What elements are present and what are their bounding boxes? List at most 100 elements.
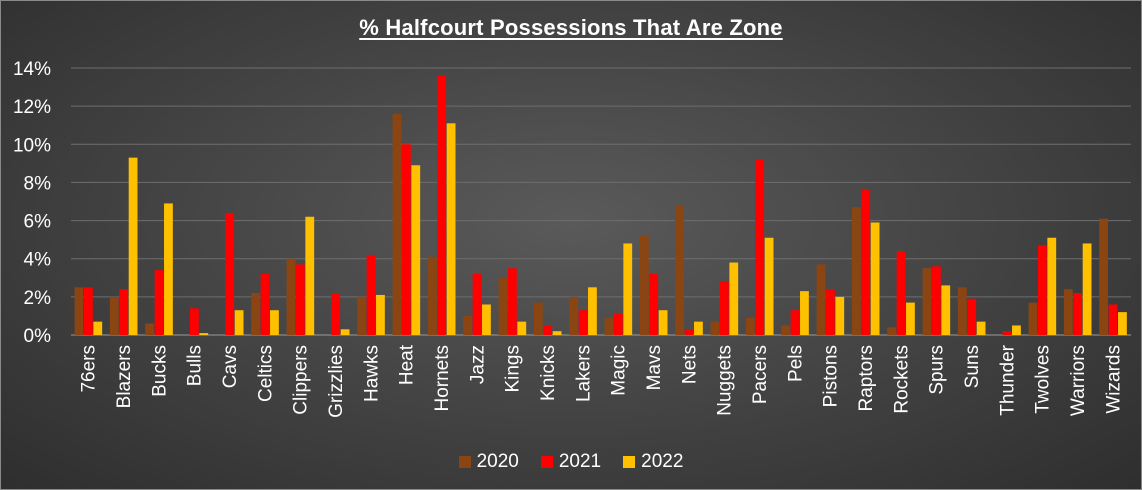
bar-2021-76ers (83, 287, 93, 335)
x-tick-label: Kings (503, 345, 524, 393)
bar-2022-lakers (588, 287, 597, 335)
bar-2022-warriors (1082, 243, 1092, 335)
bar-2020-kings (498, 277, 508, 335)
bar-2022-magic (623, 243, 633, 335)
bar-2022-heat (411, 165, 421, 335)
bar-2020-warriors (1063, 289, 1073, 335)
bar-2020-hornets (427, 256, 437, 335)
y-tick-label: 4% (24, 250, 52, 271)
x-tick-label: Hornets (432, 345, 453, 412)
bar-2021-pistons (825, 289, 835, 335)
x-tick-label: Pels (785, 345, 806, 382)
bar-2022-wizards (1118, 312, 1127, 335)
x-tick-label: Twolves (1033, 345, 1054, 414)
x-tick-label: Hawks (361, 345, 382, 402)
bar-2022-nuggets (729, 262, 739, 335)
legend-label: 2021 (558, 451, 602, 472)
bar-2022-bucks (164, 203, 173, 335)
bar-2021-mavs (649, 273, 659, 335)
bar-2020-pels (781, 325, 791, 335)
bar-2020-lakers (569, 296, 579, 335)
bar-2022-mavs (658, 310, 668, 335)
y-tick-label: 10% (13, 135, 51, 156)
bar-2020-jazz (463, 315, 473, 335)
bar-2020-clippers (286, 258, 296, 335)
x-tick-label: Heat (397, 344, 418, 385)
x-tick-label: Warriors (1068, 345, 1089, 416)
bar-2021-blazers (119, 289, 129, 335)
bar-2021-pels (790, 310, 800, 335)
x-tick-label: Wizards (1103, 345, 1124, 414)
bar-2022-suns (976, 321, 986, 335)
bar-2020-rockets (887, 327, 897, 335)
x-tick-label: Nuggets (715, 345, 736, 416)
x-tick-label: Nets (679, 345, 700, 384)
y-tick-label: 8% (24, 173, 52, 194)
bar-2020-bucks (145, 323, 155, 335)
bar-2021-thunder (1002, 331, 1012, 335)
bar-2022-twolves (1047, 237, 1057, 335)
bar-2020-spurs (922, 268, 932, 335)
bar-2021-hawks (366, 254, 376, 335)
x-tick-label: Celtics (255, 345, 276, 402)
bar-2020-twolves (1028, 302, 1038, 335)
bar-2021-spurs (931, 266, 941, 335)
bar-2022-pels (800, 291, 809, 335)
x-tick-label: Spurs (927, 345, 948, 395)
x-tick-label: Pistons (821, 345, 842, 407)
x-tick-label: Blazers (114, 345, 135, 408)
x-tick-label: Lakers (573, 345, 594, 402)
y-tick-label: 12% (13, 97, 51, 118)
x-tick-label: 76ers (79, 345, 100, 393)
bar-2022-cavs (234, 310, 244, 335)
x-tick-label: Clippers (291, 345, 312, 415)
x-tick-label: Rockets (891, 345, 912, 414)
bar-2021-bulls (189, 308, 199, 335)
x-tick-label: Magic (609, 345, 630, 396)
bar-2021-nets (684, 329, 694, 335)
bar-2020-magic (604, 317, 614, 335)
x-tick-label: Thunder (997, 344, 1018, 415)
bar-2022-blazers (128, 157, 138, 335)
bar-2021-lakers (578, 310, 588, 335)
bar-2021-rockets (896, 251, 906, 335)
bar-2022-celtics (270, 310, 279, 335)
bar-2020-76ers (74, 287, 84, 335)
bar-2021-heat (401, 144, 411, 335)
bar-2022-grizzlies (340, 329, 350, 335)
bar-2022-nets (694, 321, 703, 335)
bar-2020-pistons (816, 264, 826, 335)
x-tick-label: Mavs (644, 345, 665, 390)
x-tick-label: Pacers (750, 345, 771, 404)
bar-2022-jazz (482, 304, 491, 335)
x-tick-label: Grizzlies (326, 345, 347, 418)
bar-2022-raptors (870, 222, 880, 335)
bar-2021-celtics (260, 273, 270, 335)
bar-2020-hawks (357, 296, 367, 335)
bar-2021-kings (507, 268, 517, 335)
bar-2022-clippers (305, 216, 315, 335)
bar-2022-hornets (446, 123, 456, 335)
x-tick-label: Cavs (220, 345, 241, 388)
legend-label: 2022 (641, 451, 684, 472)
legend-item-2022: 2022 (623, 451, 683, 473)
bar-2021-pacers (755, 159, 765, 335)
chart-title: % Halfcourt Possessions That Are Zone (359, 15, 783, 40)
bar-2022-thunder (1012, 325, 1021, 335)
bar-2020-blazers (109, 296, 119, 335)
bar-2021-bucks (154, 270, 164, 335)
bar-2021-clippers (295, 264, 305, 335)
bar-2020-nuggets (710, 321, 720, 335)
bar-2022-76ers (93, 321, 103, 335)
y-tick-label: 6% (24, 212, 52, 233)
legend-swatch (623, 456, 636, 468)
bar-2022-spurs (941, 285, 951, 335)
bar-2021-warriors (1073, 293, 1083, 335)
bar-2020-mavs (639, 235, 649, 335)
bar-2020-wizards (1099, 218, 1109, 335)
legend-swatch (458, 456, 471, 468)
x-tick-label: Jazz (467, 345, 488, 384)
bar-2022-rockets (906, 302, 915, 335)
